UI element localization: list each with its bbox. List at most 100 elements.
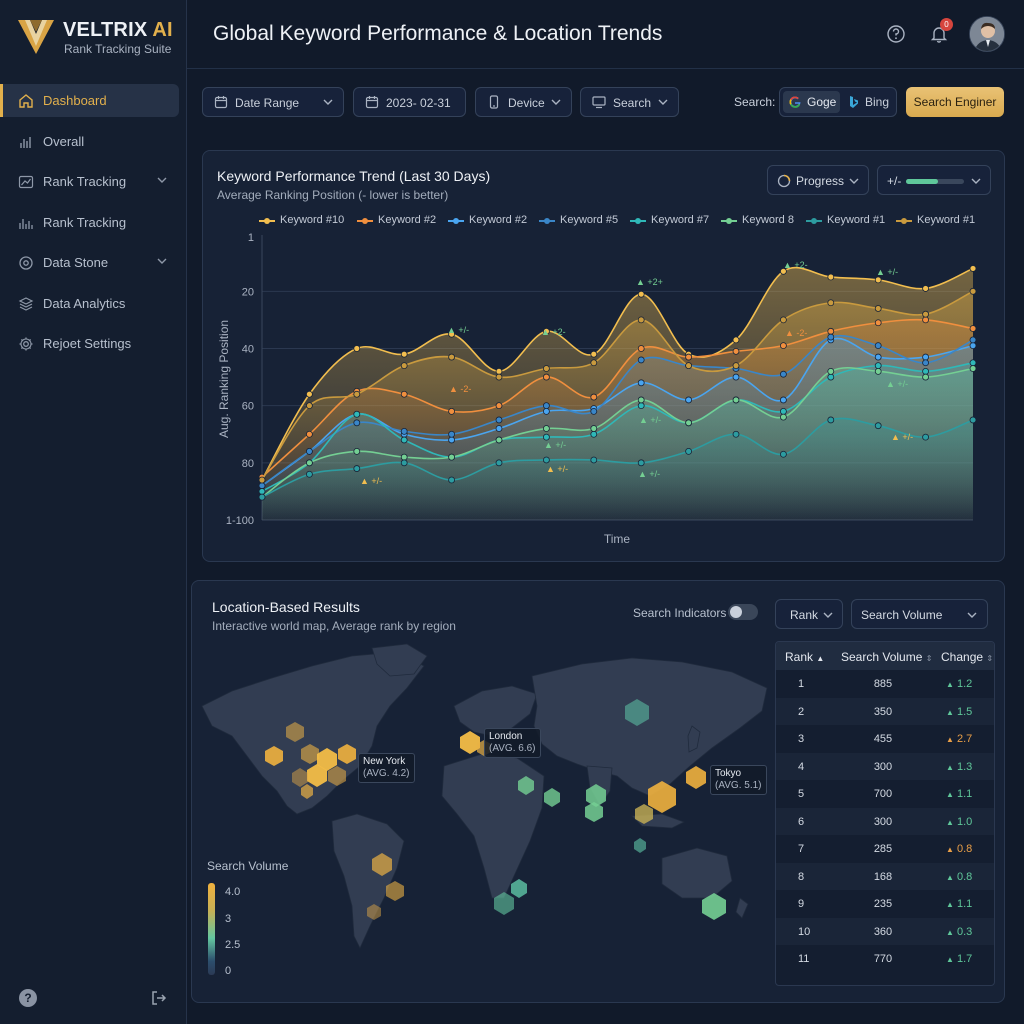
table-row[interactable]: 9 235 ▲ 1.1 bbox=[776, 890, 994, 918]
sidebar-item-rank-tracking[interactable]: Rank Tracking bbox=[0, 165, 179, 198]
table-row[interactable]: 1 885 ▲ 1.2 bbox=[776, 670, 994, 698]
search-volume-select[interactable]: Search Volume bbox=[851, 599, 988, 629]
sidebar-item-settings[interactable]: Rejoet Settings bbox=[0, 327, 179, 360]
sidebar-item-data-analytics[interactable]: Data Analytics bbox=[0, 287, 179, 320]
data-point bbox=[542, 365, 550, 372]
data-point bbox=[353, 419, 361, 427]
series-line bbox=[261, 337, 974, 487]
data-point bbox=[400, 436, 408, 444]
table-row[interactable]: 5 700 ▲ 1.1 bbox=[776, 780, 994, 808]
data-point bbox=[732, 396, 740, 404]
data-point bbox=[306, 470, 313, 478]
search-volume-select-label: Search Volume bbox=[861, 608, 943, 622]
cell-change: ▲ 2.7 bbox=[946, 733, 973, 745]
col-change-header[interactable]: Change ⇕ bbox=[941, 650, 993, 664]
delta-select[interactable]: +/- bbox=[877, 165, 991, 195]
table-row[interactable]: 6 300 ▲ 1.0 bbox=[776, 807, 994, 835]
city-label-new-york[interactable]: New York (AVG. 4.2) bbox=[358, 753, 415, 783]
table-row[interactable]: 10 360 ▲ 0.3 bbox=[776, 917, 994, 945]
data-point bbox=[448, 453, 456, 461]
engine-bing-label: Bing bbox=[865, 95, 890, 109]
table-row[interactable]: 11 770 ▲ 1.7 bbox=[776, 945, 994, 973]
australia-shape bbox=[661, 847, 733, 899]
hex-marker bbox=[307, 764, 327, 787]
data-point bbox=[874, 276, 882, 284]
data-point bbox=[969, 342, 977, 350]
col-volume-header[interactable]: Search Volume ⇕ bbox=[841, 650, 932, 664]
rank-select[interactable]: Rank bbox=[775, 599, 843, 629]
hex-marker bbox=[328, 766, 346, 786]
table-row[interactable]: 7 285 ▲ 0.8 bbox=[776, 835, 994, 863]
cell-volume: 885 bbox=[873, 678, 893, 690]
engine-bing-button[interactable]: Bing bbox=[844, 91, 894, 113]
database-icon bbox=[19, 256, 33, 270]
table-row[interactable]: 3 455 ▲ 2.7 bbox=[776, 725, 994, 753]
monitor-icon bbox=[592, 96, 606, 109]
data-point bbox=[732, 336, 740, 344]
date-range-select[interactable]: Date Range bbox=[202, 87, 344, 117]
data-point bbox=[542, 433, 550, 441]
search-volume-legend-title: Search Volume bbox=[207, 859, 289, 873]
series-line bbox=[261, 417, 974, 498]
date-picker[interactable]: 2023- 02-31 bbox=[353, 87, 466, 117]
chevron-down-icon bbox=[658, 99, 668, 105]
legend-label: Keyword #1 bbox=[917, 214, 976, 226]
logout-icon[interactable] bbox=[150, 989, 168, 1007]
data-point bbox=[874, 319, 882, 327]
data-point bbox=[258, 476, 266, 484]
data-point bbox=[780, 267, 787, 275]
legend-label: Keyword #1 bbox=[827, 214, 886, 226]
avatar[interactable] bbox=[969, 16, 1005, 52]
sidebar-item-label: Rejoet Settings bbox=[43, 336, 132, 351]
search-engine-button[interactable]: Search Enginer bbox=[906, 87, 1004, 117]
world-map[interactable] bbox=[192, 636, 774, 1003]
sidebar-item-data-stone[interactable]: Data Stone bbox=[0, 246, 179, 279]
city-avg: (AVG. 6.6) bbox=[489, 743, 536, 754]
table-row[interactable]: 8 168 ▲ 0.8 bbox=[776, 862, 994, 890]
device-select[interactable]: Device bbox=[475, 87, 572, 117]
trend-up-icon: ▲ bbox=[946, 927, 954, 937]
smartphone-icon bbox=[489, 95, 499, 109]
legend-swatch bbox=[448, 218, 464, 224]
chart-annotation: ▲ +/- bbox=[546, 464, 568, 474]
data-point bbox=[448, 407, 456, 415]
cell-rank: 7 bbox=[798, 843, 805, 855]
sidebar-item-overall[interactable]: Overall bbox=[0, 125, 179, 158]
cell-rank: 6 bbox=[798, 815, 805, 828]
cell-change: ▲ 1.5 bbox=[946, 705, 973, 718]
engine-google-button[interactable]: Goge bbox=[783, 91, 840, 113]
help-circle-icon[interactable] bbox=[886, 24, 906, 44]
data-point bbox=[495, 416, 503, 424]
sidebar-item-rank-tracking-bars[interactable]: Rank Tracking bbox=[0, 206, 179, 239]
sidebar-item-dashboard[interactable]: Dashboard bbox=[0, 84, 179, 117]
table-row[interactable]: 4 300 ▲ 1.3 bbox=[776, 752, 994, 780]
search-indicators-toggle[interactable] bbox=[728, 604, 758, 620]
data-point bbox=[922, 310, 929, 318]
search-select[interactable]: Search bbox=[580, 87, 679, 117]
africa-shape bbox=[441, 753, 545, 899]
data-point bbox=[590, 393, 598, 401]
table-row[interactable]: 2 350 ▲ 1.5 bbox=[776, 697, 994, 725]
city-label-tokyo[interactable]: Tokyo (AVG. 5.1) bbox=[710, 765, 767, 795]
data-point bbox=[827, 416, 835, 424]
data-point bbox=[732, 430, 740, 438]
help-icon[interactable]: ? bbox=[19, 989, 37, 1007]
data-point bbox=[353, 345, 361, 352]
cell-change: ▲ 1.7 bbox=[946, 953, 973, 965]
progress-label: Progress bbox=[796, 174, 845, 188]
series-line bbox=[261, 290, 974, 481]
progress-select[interactable]: Progress bbox=[767, 165, 869, 195]
city-label-london[interactable]: London (AVG. 6.6) bbox=[484, 728, 541, 758]
data-point bbox=[306, 430, 313, 438]
japan-shape bbox=[687, 725, 701, 753]
data-point bbox=[258, 493, 266, 501]
data-point bbox=[306, 459, 313, 467]
data-point bbox=[353, 410, 361, 418]
col-rank-header[interactable]: Rank ▲ bbox=[785, 650, 824, 664]
trend-up-icon: ▲ bbox=[946, 680, 954, 689]
sidebar: VELTRIX AI Rank Tracking Suite Dashboard… bbox=[0, 0, 187, 1024]
hex-marker bbox=[648, 781, 676, 813]
trend-title: Keyword Performance Trend (Last 30 Days) bbox=[217, 168, 491, 184]
hex-marker bbox=[686, 766, 706, 789]
brand-logo[interactable]: VELTRIX AI Rank Tracking Suite bbox=[16, 14, 181, 62]
